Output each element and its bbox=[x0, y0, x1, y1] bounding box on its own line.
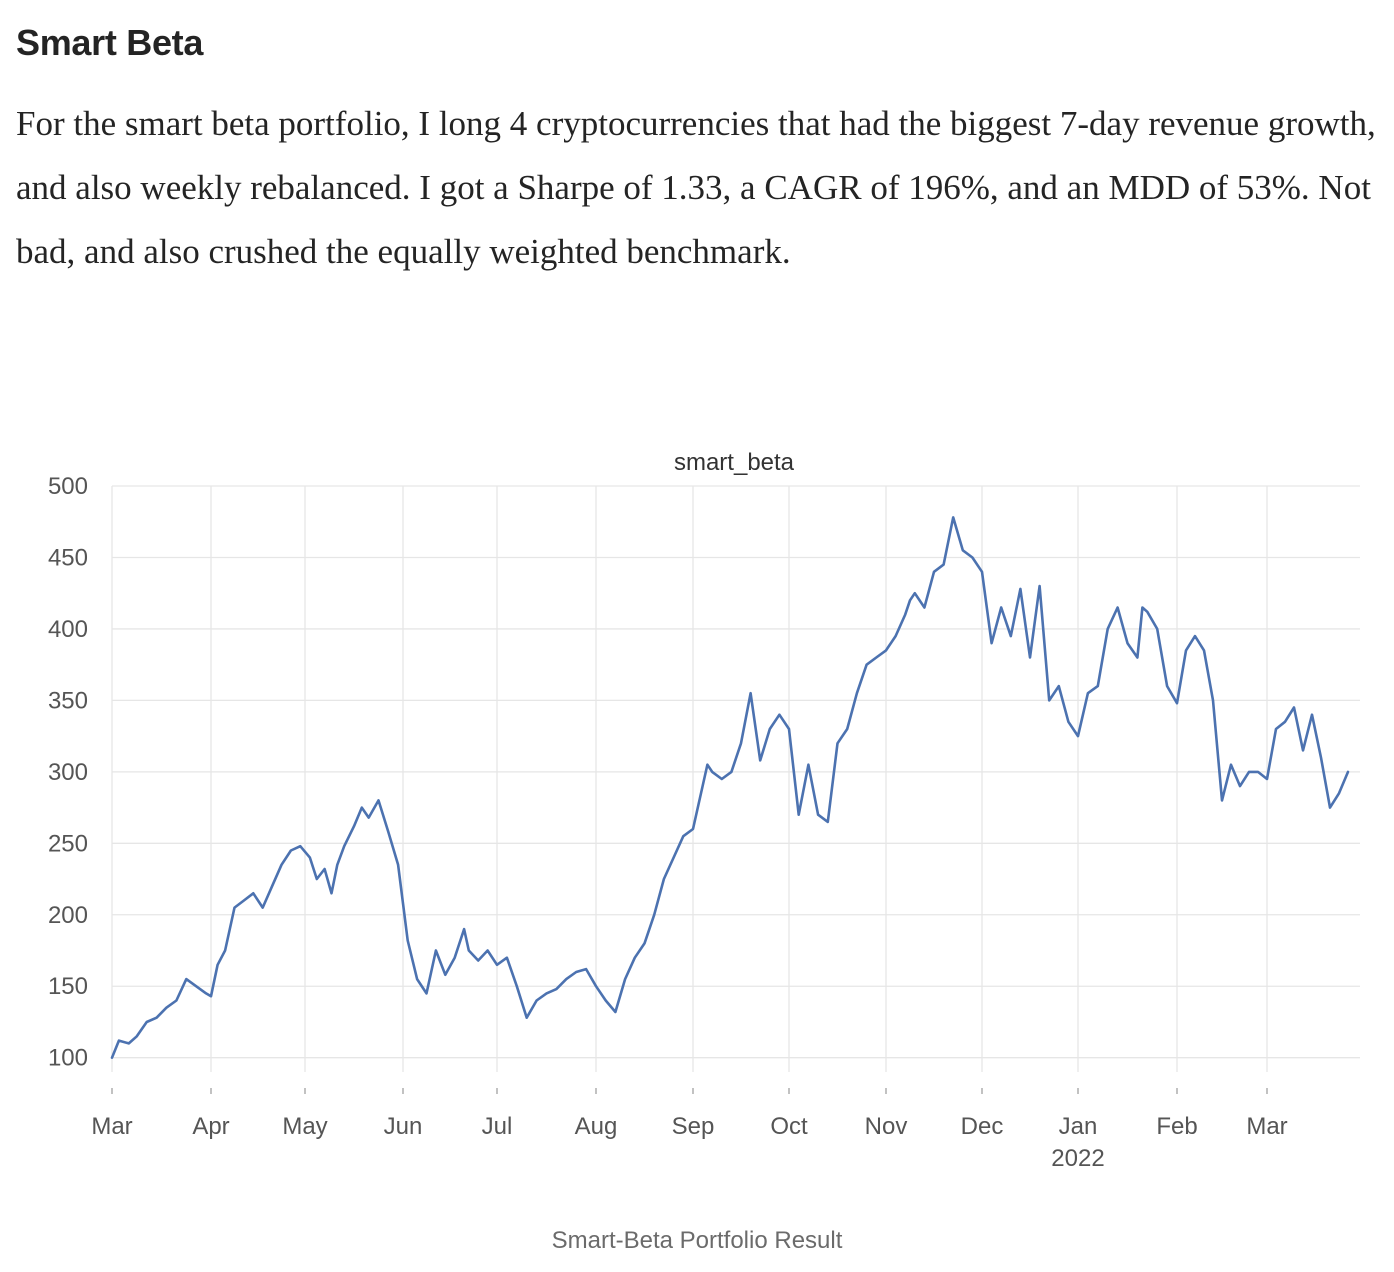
y-axis: 100 150 200 250 300 350 400 450 500 bbox=[48, 473, 88, 1072]
x-tick-label: Feb bbox=[1156, 1113, 1197, 1140]
x-tick-label: Apr bbox=[192, 1113, 229, 1140]
smart-beta-line-chart: smart_beta 100 150 200 250 300 350 400 450 500 M… bbox=[48, 449, 1360, 1172]
y-tick-label: 350 bbox=[48, 687, 88, 714]
y-tick-label: 250 bbox=[48, 830, 88, 857]
y-tick-label: 400 bbox=[48, 616, 88, 643]
x-tick-label: Mar bbox=[1246, 1113, 1287, 1140]
body-paragraph: For the smart beta portfolio, I long 4 c… bbox=[16, 104, 1376, 271]
y-tick-label: 150 bbox=[48, 973, 88, 1000]
y-tick-label: 450 bbox=[48, 544, 88, 571]
x-tick-label: Aug bbox=[575, 1113, 618, 1140]
x-tick-label: Jun bbox=[384, 1113, 423, 1140]
x-tick-label: Mar bbox=[91, 1113, 132, 1140]
y-tick-label: 300 bbox=[48, 759, 88, 786]
y-tick-label: 500 bbox=[48, 473, 88, 500]
y-tick-label: 200 bbox=[48, 902, 88, 929]
x-tick-label: Jul bbox=[482, 1113, 513, 1140]
x-tick-label: May bbox=[282, 1113, 327, 1140]
x-tick-label: Oct bbox=[770, 1113, 808, 1140]
section-heading: Smart Beta bbox=[16, 22, 204, 63]
x-year-label: 2022 bbox=[1051, 1145, 1104, 1172]
x-tick-label: Sep bbox=[672, 1113, 715, 1140]
x-axis: Mar Apr May Jun Jul Aug Sep Oct Nov Dec Jan Feb Mar bbox=[91, 1088, 1288, 1140]
x-tick-label: Nov bbox=[865, 1113, 908, 1140]
x-tick-label: Dec bbox=[961, 1113, 1004, 1140]
figure-caption: Smart-Beta Portfolio Result bbox=[551, 1227, 843, 1254]
chart-grid bbox=[111, 485, 1360, 1072]
chart-title: smart_beta bbox=[674, 449, 795, 476]
y-tick-label: 100 bbox=[48, 1045, 88, 1072]
x-tick-label: Jan bbox=[1059, 1113, 1098, 1140]
series-line-smart-beta bbox=[110, 516, 1350, 1059]
